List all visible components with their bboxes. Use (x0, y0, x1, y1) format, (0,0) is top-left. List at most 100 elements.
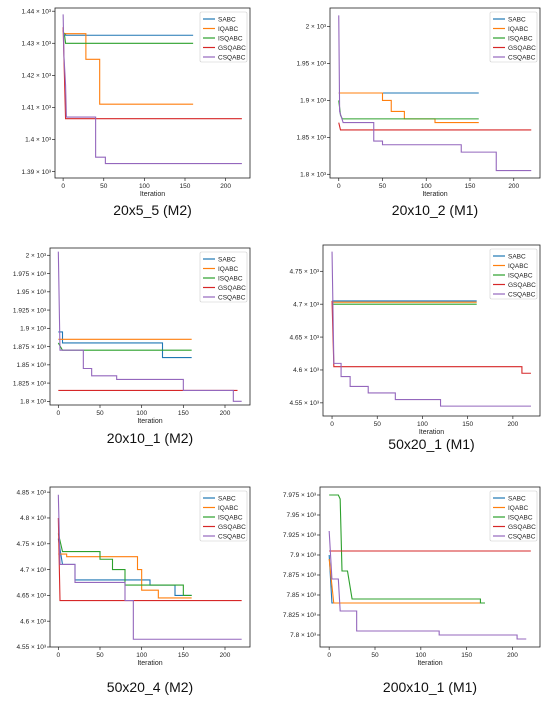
y-tick-label: 4.65 × 10³ (17, 593, 47, 600)
y-tick-label: 2 × 10³ (26, 253, 47, 260)
x-tick-label: 100 (139, 183, 150, 190)
legend-label-csqabc: CSQABC (218, 54, 246, 61)
legend-label-sabc: SABC (218, 495, 236, 502)
y-tick-label: 4.55 × 10³ (17, 644, 47, 651)
y-tick-label: 7.95 × 10³ (287, 512, 317, 519)
y-tick-label: 1.9 × 10³ (20, 326, 47, 333)
legend-label-sabc: SABC (508, 16, 526, 23)
y-tick-label: 7.825 × 10³ (283, 612, 317, 619)
series-group (62, 14, 242, 165)
y-tick-label: 1.825 × 10³ (13, 380, 47, 387)
series-line-gsqabc (331, 300, 531, 374)
legend-box (489, 490, 538, 542)
y-tick-label: 1.875 × 10³ (13, 344, 47, 351)
series-line-csqabc (328, 530, 527, 640)
x-tick-label: 50 (374, 421, 382, 428)
x-tick-label: 100 (136, 652, 147, 659)
panel-caption: 50x20_4 (M2) (107, 679, 193, 695)
series-group (331, 251, 531, 407)
series-line-iqabc (338, 92, 479, 124)
y-tick-label: 1.9 × 10³ (300, 98, 327, 105)
legend-box (199, 11, 248, 63)
series-group (57, 494, 242, 640)
x-axis-label: Iteration (417, 660, 442, 667)
y-tick-label: 1.8 × 10³ (300, 172, 327, 179)
chart-panel-4: 0 50 100 150 200 Iteration 4.55 × 10³ 4.6 × 10³… (290, 244, 541, 452)
y-tick-label: 1.85 × 10³ (17, 362, 47, 369)
series-line-iqabc (63, 33, 194, 105)
x-axis-label: Iteration (137, 660, 162, 667)
series-line-isqabc (329, 494, 485, 604)
x-tick-label: 150 (178, 652, 189, 659)
x-axis-label: Iteration (140, 191, 165, 198)
chart-panel-2: 0 50 100 150 200 Iteration 1.8 × 10³ 1.85 × 10³… (297, 7, 541, 218)
x-tick-label: 150 (462, 421, 473, 428)
x-tick-label: 50 (96, 410, 104, 417)
y-tick-label: 4.85 × 10³ (17, 489, 47, 496)
y-tick-label: 4.7 × 10³ (20, 567, 47, 574)
x-tick-label: 150 (178, 410, 189, 417)
y-tick-label: 1.975 × 10³ (13, 271, 47, 278)
legend-box (199, 251, 248, 303)
legend-label-sabc: SABC (218, 256, 236, 263)
y-tick-label: 1.8 × 10³ (20, 399, 47, 406)
legend-label-iqabc: IQABC (218, 266, 239, 273)
legend-label-csqabc: CSQABC (508, 533, 536, 540)
legend-label-csqabc: CSQABC (218, 533, 246, 540)
panel-caption: 20x10_1 (M2) (107, 430, 193, 446)
series-line-csqabc (331, 251, 531, 407)
x-tick-label: 150 (465, 183, 476, 190)
y-tick-label: 4.6 × 10³ (20, 618, 47, 625)
series-line-gsqabc (338, 122, 532, 131)
series-line-csqabc (62, 14, 242, 165)
y-tick-label: 4.55 × 10³ (290, 400, 320, 407)
legend-label-iqabc: IQABC (508, 505, 529, 512)
x-axis-label: Iteration (419, 429, 444, 436)
panel-caption: 50x20_1 (M1) (388, 436, 474, 452)
x-tick-label: 50 (379, 183, 387, 190)
x-tick-label: 0 (327, 652, 331, 659)
x-tick-label: 50 (371, 652, 379, 659)
legend: SABC IQABC ISQABC GSQABC CSQABC (199, 11, 248, 63)
series-line-csqabc (57, 251, 242, 402)
chart-panel-6: 0 50 100 150 200 Iteration 7.8 × 10³ 7.825 × 10… (283, 486, 541, 695)
chart-panel-3: 0 50 100 150 200 Iteration 1.8 × 10³ 1.825 × 10… (13, 247, 251, 446)
y-tick-label: 7.925 × 10³ (283, 532, 317, 539)
legend-label-sabc: SABC (508, 495, 526, 502)
x-tick-label: 0 (61, 183, 65, 190)
series-line-csqabc (57, 494, 242, 640)
legend-label-isqabc: ISQABC (218, 514, 243, 521)
plot-frame (319, 486, 541, 648)
x-tick-label: 150 (461, 652, 472, 659)
legend-label-gsqabc: GSQABC (218, 285, 246, 292)
y-tick-label: 2 × 10³ (306, 24, 327, 31)
y-tick-label: 7.975 × 10³ (283, 492, 317, 499)
legend-box (489, 248, 538, 300)
series-line-iqabc (58, 553, 192, 599)
legend-label-csqabc: CSQABC (508, 54, 536, 61)
y-tick-label: 1.42 × 10³ (22, 73, 52, 80)
chart-panel-5: 0 50 100 150 200 Iteration 4.55 × 10³ 4.6 × 10³… (17, 486, 251, 695)
legend-label-isqabc: ISQABC (218, 275, 243, 282)
legend-label-iqabc: IQABC (218, 26, 239, 33)
y-tick-label: 4.6 × 10³ (293, 367, 320, 374)
plot-frame (329, 7, 541, 179)
legend-label-iqabc: IQABC (508, 26, 529, 33)
series-line-isqabc (62, 30, 194, 44)
x-tick-label: 0 (57, 652, 61, 659)
legend: SABC IQABC ISQABC GSQABC CSQABC (199, 251, 248, 303)
y-tick-label: 1.95 × 10³ (297, 61, 327, 68)
y-tick-label: 1.4 × 10³ (25, 137, 52, 144)
y-tick-label: 4.65 × 10³ (290, 334, 320, 341)
series-line-isqabc (57, 342, 192, 351)
x-tick-label: 0 (330, 421, 334, 428)
x-tick-label: 100 (415, 652, 426, 659)
legend-box (489, 11, 538, 63)
x-tick-label: 100 (421, 183, 432, 190)
series-line-isqabc (338, 100, 479, 120)
legend-label-csqabc: CSQABC (218, 294, 246, 301)
y-tick-label: 7.875 × 10³ (283, 572, 317, 579)
series-group (328, 494, 531, 640)
legend-label-gsqabc: GSQABC (508, 282, 536, 289)
